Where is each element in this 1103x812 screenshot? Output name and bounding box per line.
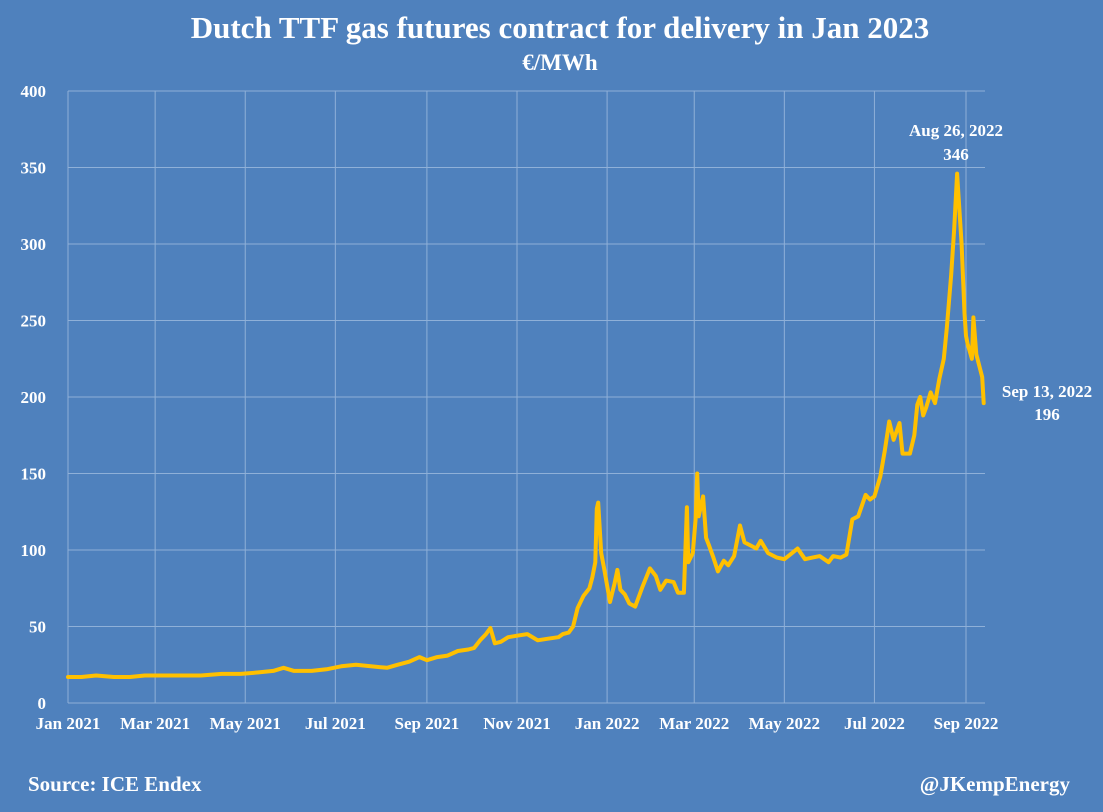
x-tick-label: Jul 2021 xyxy=(305,714,366,733)
series-line-group xyxy=(66,171,986,679)
annotation-latest-date: Sep 13, 2022 xyxy=(1002,382,1092,401)
annotation-peak-value: 346 xyxy=(943,145,969,164)
y-tick-label: 350 xyxy=(21,159,47,178)
chart-title: Dutch TTF gas futures contract for deliv… xyxy=(191,10,930,45)
annotation-peak-date: Aug 26, 2022 xyxy=(909,121,1003,140)
x-tick-label: Sep 2021 xyxy=(395,714,460,733)
author-credit: @JKempEnergy xyxy=(920,772,1071,796)
x-tick-label: Nov 2021 xyxy=(483,714,551,733)
y-tick-label: 300 xyxy=(21,235,47,254)
y-tick-label: 50 xyxy=(29,618,46,637)
y-tick-label: 100 xyxy=(21,541,47,560)
series-line xyxy=(66,171,986,679)
x-tick-label: Mar 2022 xyxy=(659,714,729,733)
y-tick-label: 0 xyxy=(38,694,47,713)
x-tick-label: Jan 2021 xyxy=(36,714,101,733)
y-tick-label: 250 xyxy=(21,312,47,331)
x-tick-label: May 2021 xyxy=(210,714,281,733)
y-axis-ticks: 0 50 100 150 200 250 300 350 400 xyxy=(21,82,47,713)
annotation-latest: Sep 13, 2022 196 xyxy=(1002,382,1092,424)
y-tick-label: 150 xyxy=(21,465,47,484)
source-note: Source: ICE Endex xyxy=(28,772,202,796)
x-tick-label: Jul 2022 xyxy=(844,714,905,733)
x-axis-ticks: Jan 2021 Mar 2021 May 2021 Jul 2021 Sep 2021… xyxy=(36,714,999,733)
x-tick-label: Mar 2021 xyxy=(120,714,190,733)
x-tick-label: Sep 2022 xyxy=(934,714,999,733)
chart-subtitle: €/MWh xyxy=(522,50,598,75)
annotation-peak: Aug 26, 2022 346 xyxy=(909,121,1003,164)
y-tick-label: 200 xyxy=(21,388,47,407)
x-tick-label: May 2022 xyxy=(749,714,820,733)
x-tick-label: Jan 2022 xyxy=(575,714,640,733)
y-tick-label: 400 xyxy=(21,82,47,101)
annotation-latest-value: 196 xyxy=(1034,405,1060,424)
gridlines xyxy=(67,90,985,703)
